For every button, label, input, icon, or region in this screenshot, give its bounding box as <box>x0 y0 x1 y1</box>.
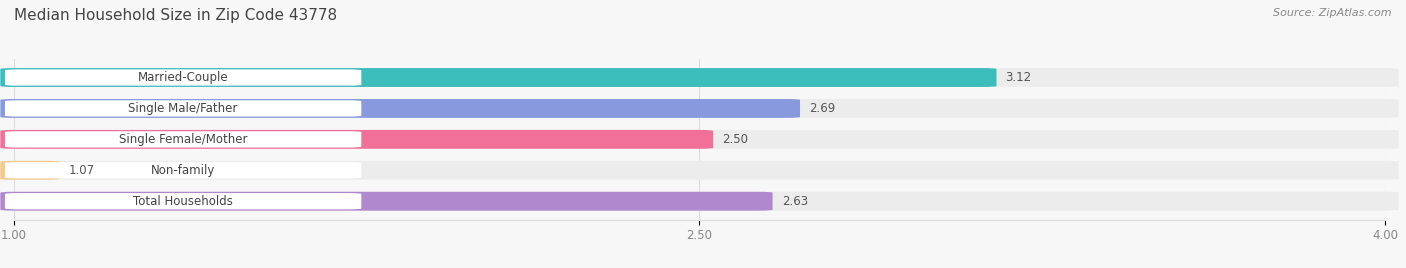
Text: Median Household Size in Zip Code 43778: Median Household Size in Zip Code 43778 <box>14 8 337 23</box>
FancyBboxPatch shape <box>4 131 361 147</box>
Text: Single Male/Father: Single Male/Father <box>128 102 238 115</box>
Text: Single Female/Mother: Single Female/Mother <box>120 133 247 146</box>
FancyBboxPatch shape <box>0 99 800 118</box>
FancyBboxPatch shape <box>4 193 361 209</box>
Text: 2.50: 2.50 <box>723 133 748 146</box>
FancyBboxPatch shape <box>0 161 60 180</box>
Text: Non-family: Non-family <box>150 164 215 177</box>
Text: Total Households: Total Households <box>134 195 233 208</box>
Text: Source: ZipAtlas.com: Source: ZipAtlas.com <box>1274 8 1392 18</box>
FancyBboxPatch shape <box>0 192 773 211</box>
Text: 2.69: 2.69 <box>810 102 835 115</box>
Text: Married-Couple: Married-Couple <box>138 71 228 84</box>
FancyBboxPatch shape <box>0 68 1399 87</box>
FancyBboxPatch shape <box>4 100 361 117</box>
FancyBboxPatch shape <box>0 130 713 149</box>
FancyBboxPatch shape <box>0 161 1399 180</box>
Text: 1.07: 1.07 <box>69 164 96 177</box>
FancyBboxPatch shape <box>0 99 1399 118</box>
FancyBboxPatch shape <box>0 192 1399 211</box>
FancyBboxPatch shape <box>0 130 1399 149</box>
FancyBboxPatch shape <box>4 69 361 86</box>
Text: 3.12: 3.12 <box>1005 71 1032 84</box>
Text: 2.63: 2.63 <box>782 195 808 208</box>
FancyBboxPatch shape <box>4 162 361 178</box>
FancyBboxPatch shape <box>0 68 997 87</box>
